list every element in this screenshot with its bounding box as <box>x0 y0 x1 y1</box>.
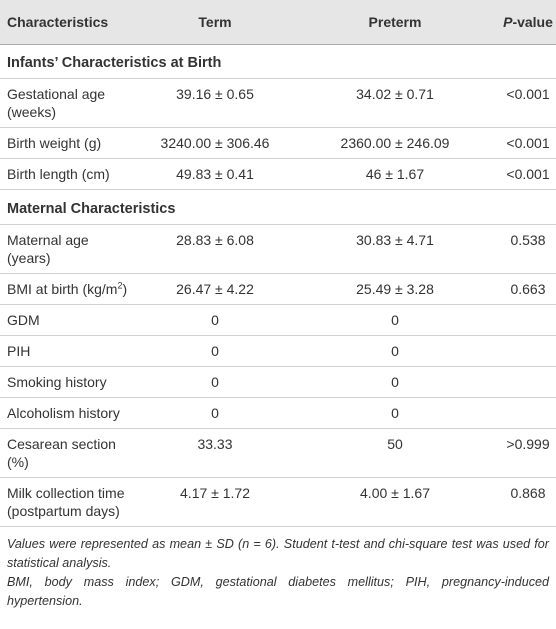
cell: 0 <box>140 335 290 367</box>
text-part: ) <box>122 281 128 297</box>
table-body: Infants’ Characteristics at Birth Gestati… <box>0 44 556 527</box>
row-label: Birth weight (g) <box>0 127 140 159</box>
row-label: PIH <box>0 335 140 367</box>
row-label: GDM <box>0 304 140 336</box>
cell <box>500 335 556 367</box>
cell: 26.47 ± 4.22 <box>140 273 290 305</box>
cell: 0 <box>140 397 290 429</box>
row-label: Gestational age (weeks) <box>0 78 140 128</box>
data-table: Characteristics Term Preterm P-value Infant… <box>0 0 556 527</box>
data-row: Alcoholism history 0 0 <box>0 397 556 429</box>
column-header: Preterm <box>290 0 500 45</box>
data-row: Birth length (cm) 49.83 ± 0.41 46 ± 1.67 <0… <box>0 158 556 190</box>
row-label: BMI at birth (kg/m2) <box>0 273 140 305</box>
cell: <0.001 <box>500 78 556 128</box>
footnote: Values were represented as mean ± SD (n … <box>7 537 549 570</box>
data-row: GDM 0 0 <box>0 304 556 336</box>
footnotes: Values were represented as mean ± SD (n … <box>0 527 556 611</box>
row-label: Maternal age (years) <box>0 224 140 274</box>
text-part: BMI at birth (kg/m <box>7 281 118 297</box>
data-row: Birth weight (g) 3240.00 ± 306.46 2360.00 … <box>0 127 556 159</box>
cell: 0 <box>140 304 290 336</box>
cell: 33.33 <box>140 428 290 478</box>
data-row: Milk collection time (postpartum days) 4.… <box>0 477 556 527</box>
text-part: P <box>503 14 513 30</box>
text-part: -value <box>512 14 553 30</box>
cell: 49.83 ± 0.41 <box>140 158 290 190</box>
text-part: 2 <box>117 280 123 291</box>
cell: 0 <box>290 397 500 429</box>
cell: <0.001 <box>500 158 556 190</box>
data-row: Cesarean section (%) 33.33 50 >0.999 <box>0 428 556 478</box>
row-label: Smoking history <box>0 366 140 398</box>
row-label: Birth length (cm) <box>0 158 140 190</box>
data-row: PIH 0 0 <box>0 335 556 367</box>
cell: 46 ± 1.67 <box>290 158 500 190</box>
cell: 4.17 ± 1.72 <box>140 477 290 527</box>
column-header: Characteristics <box>0 0 140 45</box>
cell: 2360.00 ± 246.09 <box>290 127 500 159</box>
row-label: Cesarean section (%) <box>0 428 140 478</box>
row-label: Alcoholism history <box>0 397 140 429</box>
data-row: Gestational age (weeks) 39.16 ± 0.65 34.02… <box>0 78 556 128</box>
cell: 4.00 ± 1.67 <box>290 477 500 527</box>
cell: 0 <box>290 304 500 336</box>
cell: 3240.00 ± 306.46 <box>140 127 290 159</box>
header-row: Characteristics Term Preterm P-value <box>0 0 556 45</box>
data-row: BMI at birth (kg/m2) 26.47 ± 4.22 25.49 ± … <box>0 273 556 305</box>
footnote: BMI, body mass index; GDM, gestational d… <box>7 575 549 608</box>
cell: 0 <box>290 366 500 398</box>
cell: 30.83 ± 4.71 <box>290 224 500 274</box>
cell: 0 <box>290 335 500 367</box>
cell: 0.868 <box>500 477 556 527</box>
cell: 0.663 <box>500 273 556 305</box>
cell: >0.999 <box>500 428 556 478</box>
column-header: Term <box>140 0 290 45</box>
cell: <0.001 <box>500 127 556 159</box>
section-row: Infants’ Characteristics at Birth <box>0 44 556 79</box>
section-title: Infants’ Characteristics at Birth <box>0 44 556 79</box>
cell: 34.02 ± 0.71 <box>290 78 500 128</box>
data-row: Maternal age (years) 28.83 ± 6.08 30.83 ± … <box>0 224 556 274</box>
cell: 25.49 ± 3.28 <box>290 273 500 305</box>
cell <box>500 366 556 398</box>
column-header: P-value <box>500 0 556 45</box>
cell <box>500 397 556 429</box>
row-label: Milk collection time (postpartum days) <box>0 477 140 527</box>
cell: 50 <box>290 428 500 478</box>
data-row: Smoking history 0 0 <box>0 366 556 398</box>
cell: 39.16 ± 0.65 <box>140 78 290 128</box>
cell: 0.538 <box>500 224 556 274</box>
cell <box>500 304 556 336</box>
section-row: Maternal Characteristics <box>0 189 556 225</box>
section-title: Maternal Characteristics <box>0 189 556 225</box>
cell: 0 <box>140 366 290 398</box>
cell: 28.83 ± 6.08 <box>140 224 290 274</box>
